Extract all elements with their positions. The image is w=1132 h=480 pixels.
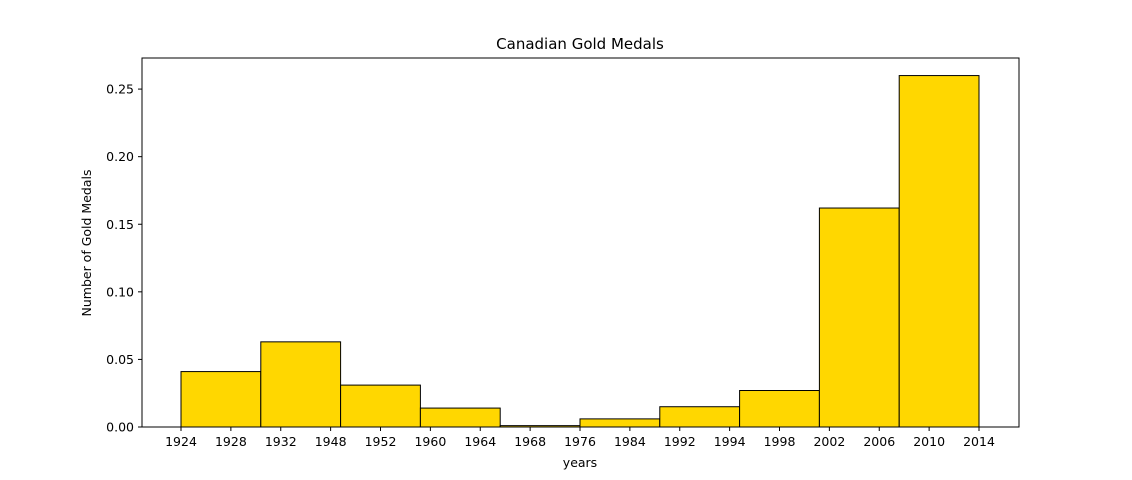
x-tick-label: 1948	[315, 434, 347, 449]
x-tick-label: 1994	[714, 434, 746, 449]
x-axis-ticks: 1924 1928 1932 1948 1952 1960 1964 1968 1976 1984…	[165, 427, 995, 449]
x-tick-label: 2006	[863, 434, 895, 449]
y-tick-label: 0.20	[106, 149, 134, 164]
x-tick-label: 2010	[913, 434, 945, 449]
x-tick-label: 1928	[215, 434, 247, 449]
histogram-bar	[898, 75, 980, 428]
x-tick-label: 1932	[265, 434, 297, 449]
y-tick-label: 0.25	[106, 82, 134, 97]
histogram-bar	[579, 418, 661, 428]
x-tick-label: 1960	[414, 434, 446, 449]
histogram-bar	[818, 207, 900, 428]
y-tick-label: 0.00	[106, 420, 134, 435]
y-axis-label: Number of Gold Medals	[79, 170, 94, 317]
y-axis-ticks: 0.00 0.05 0.10 0.15 0.20 0.25	[106, 82, 142, 435]
x-tick-label: 1964	[464, 434, 496, 449]
x-tick-label: 1998	[764, 434, 796, 449]
chart-title: Canadian Gold Medals	[496, 35, 664, 53]
x-tick-label: 1984	[614, 434, 646, 449]
x-tick-label: 2014	[963, 434, 995, 449]
histogram-bar	[659, 406, 741, 428]
histogram-bar	[260, 341, 342, 428]
plot-frame	[141, 57, 1020, 428]
histogram-bar	[419, 407, 501, 428]
x-tick-label: 1968	[514, 434, 546, 449]
histogram-bar	[180, 371, 262, 428]
x-tick-label: 1952	[365, 434, 397, 449]
x-tick-label: 1992	[664, 434, 696, 449]
x-tick-label: 1976	[564, 434, 596, 449]
x-axis-label: years	[563, 455, 597, 470]
x-tick-label: 2002	[813, 434, 845, 449]
bars-group	[180, 75, 980, 428]
y-tick-label: 0.15	[106, 217, 134, 232]
x-tick-label: 1924	[165, 434, 197, 449]
histogram-bar	[739, 390, 820, 428]
histogram-bar	[340, 384, 421, 428]
y-tick-label: 0.10	[106, 284, 134, 299]
y-tick-label: 0.05	[106, 352, 134, 367]
